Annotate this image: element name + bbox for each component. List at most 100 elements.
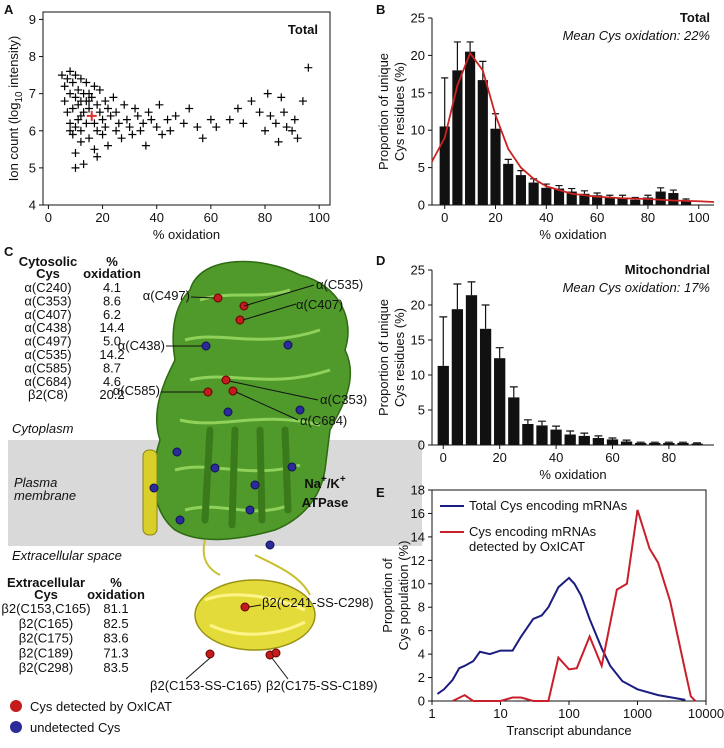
y-tick-label: 7 xyxy=(29,86,36,101)
scatter-point xyxy=(90,145,99,154)
error-bar xyxy=(467,281,476,296)
scatter-point xyxy=(198,134,207,143)
table-header: Cys xyxy=(34,587,58,602)
scatter-point xyxy=(71,163,80,172)
scatter-point xyxy=(71,149,80,158)
scatter-point xyxy=(144,108,153,117)
error-bar xyxy=(509,386,518,398)
site-label: α(C585) xyxy=(113,383,160,398)
bar xyxy=(592,438,605,445)
y-tick-label: 6 xyxy=(29,123,36,138)
scatter-point xyxy=(109,93,118,102)
table-header: oxidation xyxy=(87,587,145,602)
scatter-point xyxy=(131,104,140,113)
scatter-point xyxy=(95,108,104,117)
scatter-point xyxy=(147,115,156,124)
table-cell: α(C585) xyxy=(24,360,71,375)
scatter-point xyxy=(71,71,80,80)
scatter-point xyxy=(114,119,123,128)
y-axis-label-part: intensity) xyxy=(6,36,21,92)
legend-label-box: Cys encoding mRNAs detected by OxICAT xyxy=(469,524,596,554)
series-line xyxy=(452,509,697,702)
scatter-point xyxy=(155,100,164,109)
scatter-point xyxy=(206,115,215,124)
x-tick-label: 80 xyxy=(258,210,272,225)
series-line xyxy=(436,576,686,701)
y-tick-label: 2 xyxy=(418,670,425,685)
error-bar xyxy=(669,189,677,194)
table-cell: 82.5 xyxy=(103,616,128,631)
y-tick-label: 10 xyxy=(411,576,425,591)
scatter-point xyxy=(212,123,221,132)
scatter-point xyxy=(95,85,104,94)
y-tick-label: 25 xyxy=(411,11,425,26)
panel-letter: D xyxy=(376,253,385,268)
table-cell: 4.1 xyxy=(103,280,121,295)
bar xyxy=(515,175,526,205)
bar xyxy=(477,80,488,205)
scatter-point xyxy=(85,104,94,113)
table-cell: β2(C189) xyxy=(19,645,73,660)
error-bar xyxy=(608,437,617,440)
chart-title: Total xyxy=(680,10,710,25)
scatter-point xyxy=(152,123,161,132)
scatter-point xyxy=(122,115,131,124)
scatter-point xyxy=(98,115,107,124)
y-axis-label-part: 10 xyxy=(14,91,25,103)
scatter-point xyxy=(93,152,102,161)
y-tick-label: 25 xyxy=(411,263,425,278)
table-cell: 8.7 xyxy=(103,360,121,375)
scatter-point xyxy=(66,89,75,98)
x-axis-label: % oxidation xyxy=(539,467,606,482)
scatter-point xyxy=(274,137,283,146)
bar xyxy=(663,442,675,445)
x-tick-label: 80 xyxy=(662,450,676,465)
table-cell: β2(C165) xyxy=(19,616,73,631)
scatter-point xyxy=(60,82,69,91)
x-tick-label: 10 xyxy=(493,706,507,721)
error-bar xyxy=(517,169,525,176)
y-tick-label: 18 xyxy=(411,483,425,498)
error-bar xyxy=(644,194,652,198)
scatter-point xyxy=(166,126,175,135)
scatter-point xyxy=(90,82,99,91)
scatter-point xyxy=(239,119,248,128)
scatter-point xyxy=(106,111,115,120)
table-cell: β2(C175) xyxy=(19,631,73,646)
scatter-point xyxy=(128,130,137,139)
region-label: Plasma xyxy=(14,475,57,490)
bar xyxy=(630,199,641,205)
y-tick-label: 20 xyxy=(411,48,425,63)
error-bar xyxy=(495,347,504,359)
y-axis-label: Cys residues (%) xyxy=(392,308,407,407)
x-tick-label: 20 xyxy=(492,450,506,465)
bar xyxy=(494,358,506,445)
table-cell: β2(C298) xyxy=(19,660,73,675)
bar xyxy=(649,442,661,445)
scatter-point xyxy=(98,130,107,139)
bar xyxy=(592,195,603,205)
scatter-point xyxy=(85,134,94,143)
error-bar xyxy=(441,77,449,127)
bar xyxy=(655,191,666,205)
scatter-point xyxy=(263,89,272,98)
error-bar xyxy=(650,441,659,443)
x-tick-label: 40 xyxy=(539,210,553,225)
bar xyxy=(617,197,628,205)
y-tick-label: 6 xyxy=(418,623,425,638)
y-axis-label: Proportion of unique xyxy=(376,53,391,170)
legend-swatch-undetected xyxy=(10,721,22,733)
bar xyxy=(564,434,576,445)
error-bar xyxy=(622,439,631,442)
error-bar xyxy=(552,425,561,430)
y-tick-label: 10 xyxy=(411,368,425,383)
y-tick-label: 4 xyxy=(418,647,425,662)
y-tick-label: 8 xyxy=(418,600,425,615)
scatter-point xyxy=(133,111,142,120)
panel-letter: C xyxy=(4,244,14,259)
y-axis-label-part: Ion count (log xyxy=(6,102,21,181)
chart-subtitle: Mean Cys oxidation: 22% xyxy=(563,28,710,43)
scatter-point xyxy=(293,134,302,143)
bar xyxy=(579,193,590,205)
